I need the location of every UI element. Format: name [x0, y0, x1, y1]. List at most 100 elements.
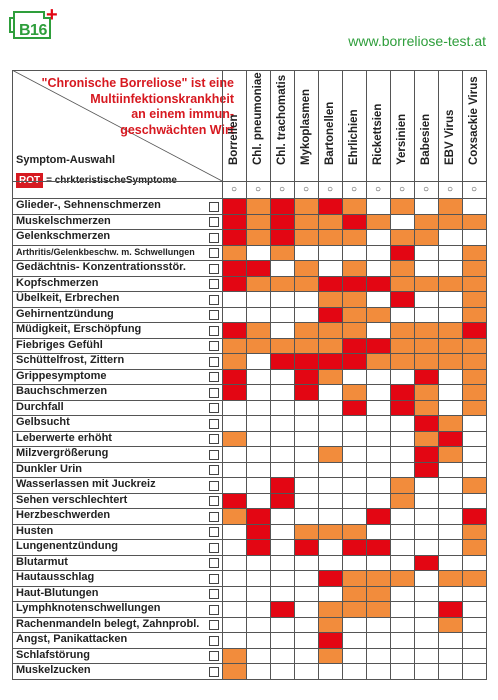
column-select-radio[interactable]: ○	[278, 184, 286, 195]
cell-possible	[414, 430, 438, 446]
symptom-checkbox[interactable]	[209, 341, 219, 351]
symptom-checkbox[interactable]	[209, 418, 219, 429]
symptom-row-label: Gelbsucht	[16, 416, 70, 428]
cell-characteristic	[342, 353, 366, 369]
symptom-row-label: Angst, Panikattacken	[16, 633, 128, 645]
symptom-row-label: Grippesymptome	[16, 369, 107, 382]
cell-possible	[462, 477, 486, 493]
symptom-checkbox[interactable]	[209, 604, 219, 615]
symptom-checkbox[interactable]	[209, 403, 219, 413]
cell-possible	[462, 353, 486, 369]
symptom-checkbox[interactable]	[209, 527, 219, 537]
cell-possible	[462, 384, 486, 400]
cell-possible	[222, 647, 246, 663]
cell-possible	[366, 213, 390, 229]
grid-col-line	[414, 70, 415, 679]
cell-possible	[294, 523, 318, 539]
column-header-label: Bartonellen	[324, 101, 336, 165]
cell-possible	[366, 353, 390, 369]
column-select-radio[interactable]: ○	[302, 184, 310, 195]
symptom-checkbox[interactable]	[209, 573, 219, 584]
column-select-radio[interactable]: ○	[254, 184, 262, 195]
symptom-checkbox[interactable]	[209, 434, 219, 444]
symptom-checkbox[interactable]	[209, 263, 219, 274]
cell-possible	[438, 415, 462, 431]
cell-characteristic	[414, 554, 438, 570]
symptom-checkbox[interactable]	[209, 620, 219, 630]
column-header: Mykoplasmen	[294, 70, 318, 181]
symptom-checkbox[interactable]	[209, 387, 219, 398]
symptom-checkbox[interactable]	[209, 201, 219, 212]
column-header-label: Chl. pneumoniae	[252, 72, 264, 165]
symptom-checkbox[interactable]	[209, 217, 219, 227]
column-select-radio[interactable]: ○	[326, 184, 334, 195]
symptom-checkbox[interactable]	[209, 511, 219, 522]
symptom-checkbox[interactable]	[209, 666, 219, 677]
cell-possible	[438, 570, 462, 586]
cell-characteristic	[294, 384, 318, 400]
symptom-checkbox[interactable]	[209, 356, 219, 367]
cell-characteristic	[342, 213, 366, 229]
symptom-checkbox[interactable]	[209, 248, 219, 258]
grid-row-line	[12, 663, 486, 664]
cell-characteristic	[294, 539, 318, 555]
cell-possible	[390, 229, 414, 245]
symptom-row-label: Lymphknotenschwellungen	[16, 602, 161, 614]
column-select-radio[interactable]: ○	[350, 184, 358, 195]
symptom-checkbox[interactable]	[209, 279, 219, 289]
symptom-checkbox[interactable]	[209, 372, 219, 382]
symptom-checkbox[interactable]	[209, 496, 219, 506]
symptom-checkbox[interactable]	[209, 589, 219, 599]
symptom-checkbox[interactable]	[209, 480, 219, 491]
column-select-radio[interactable]: ○	[470, 184, 478, 195]
symptom-checkbox[interactable]	[209, 558, 219, 568]
cell-possible	[270, 275, 294, 291]
cell-characteristic	[318, 306, 342, 322]
grid-col-line	[438, 70, 439, 679]
cell-characteristic	[366, 337, 390, 353]
cell-characteristic	[222, 492, 246, 508]
column-header: Babesien	[414, 70, 438, 181]
symptom-row-label: Schlafstörung	[16, 648, 90, 661]
symptom-checkbox[interactable]	[209, 325, 219, 336]
column-select-radio[interactable]: ○	[422, 184, 430, 195]
cell-possible	[342, 291, 366, 307]
grid-row-line	[12, 616, 486, 618]
grid-row-line	[12, 291, 486, 292]
column-select-radio[interactable]: ○	[398, 184, 406, 195]
symptom-checkbox[interactable]	[209, 465, 219, 475]
grid-top	[12, 70, 486, 71]
cell-possible	[342, 198, 366, 214]
cell-possible	[342, 306, 366, 322]
legend-badge: ROT	[16, 173, 44, 188]
cell-possible	[462, 213, 486, 229]
symptom-checkbox[interactable]	[209, 542, 219, 553]
symptom-checkbox[interactable]	[209, 294, 219, 305]
symptom-checkbox[interactable]	[209, 310, 219, 320]
column-select-radio[interactable]: ○	[230, 184, 238, 195]
cell-possible	[318, 616, 342, 632]
cell-possible	[318, 601, 342, 617]
grid-row-line	[12, 647, 486, 649]
cell-characteristic	[222, 213, 246, 229]
cell-characteristic	[342, 337, 366, 353]
grid-row-line	[12, 384, 486, 385]
cell-possible	[294, 337, 318, 353]
grid-row-line	[12, 229, 486, 230]
cell-possible	[414, 353, 438, 369]
symptom-checkbox[interactable]	[209, 449, 219, 460]
cell-possible	[462, 523, 486, 539]
title-line: "Chronische Borreliose" ist eine	[41, 76, 234, 90]
grid-col-line	[318, 70, 319, 679]
grid-row-line	[12, 353, 486, 354]
symptom-checkbox[interactable]	[209, 232, 219, 243]
cell-characteristic	[390, 384, 414, 400]
symptom-checkbox[interactable]	[209, 651, 219, 661]
symptom-checkbox[interactable]	[209, 635, 219, 646]
column-header-label: Ehrlichien	[348, 109, 360, 165]
cell-possible	[318, 523, 342, 539]
cell-possible	[342, 322, 366, 338]
column-select-radio[interactable]: ○	[374, 184, 382, 195]
column-select-radio[interactable]: ○	[446, 184, 454, 195]
website-url[interactable]: www.borreliose-test.at	[348, 33, 486, 49]
